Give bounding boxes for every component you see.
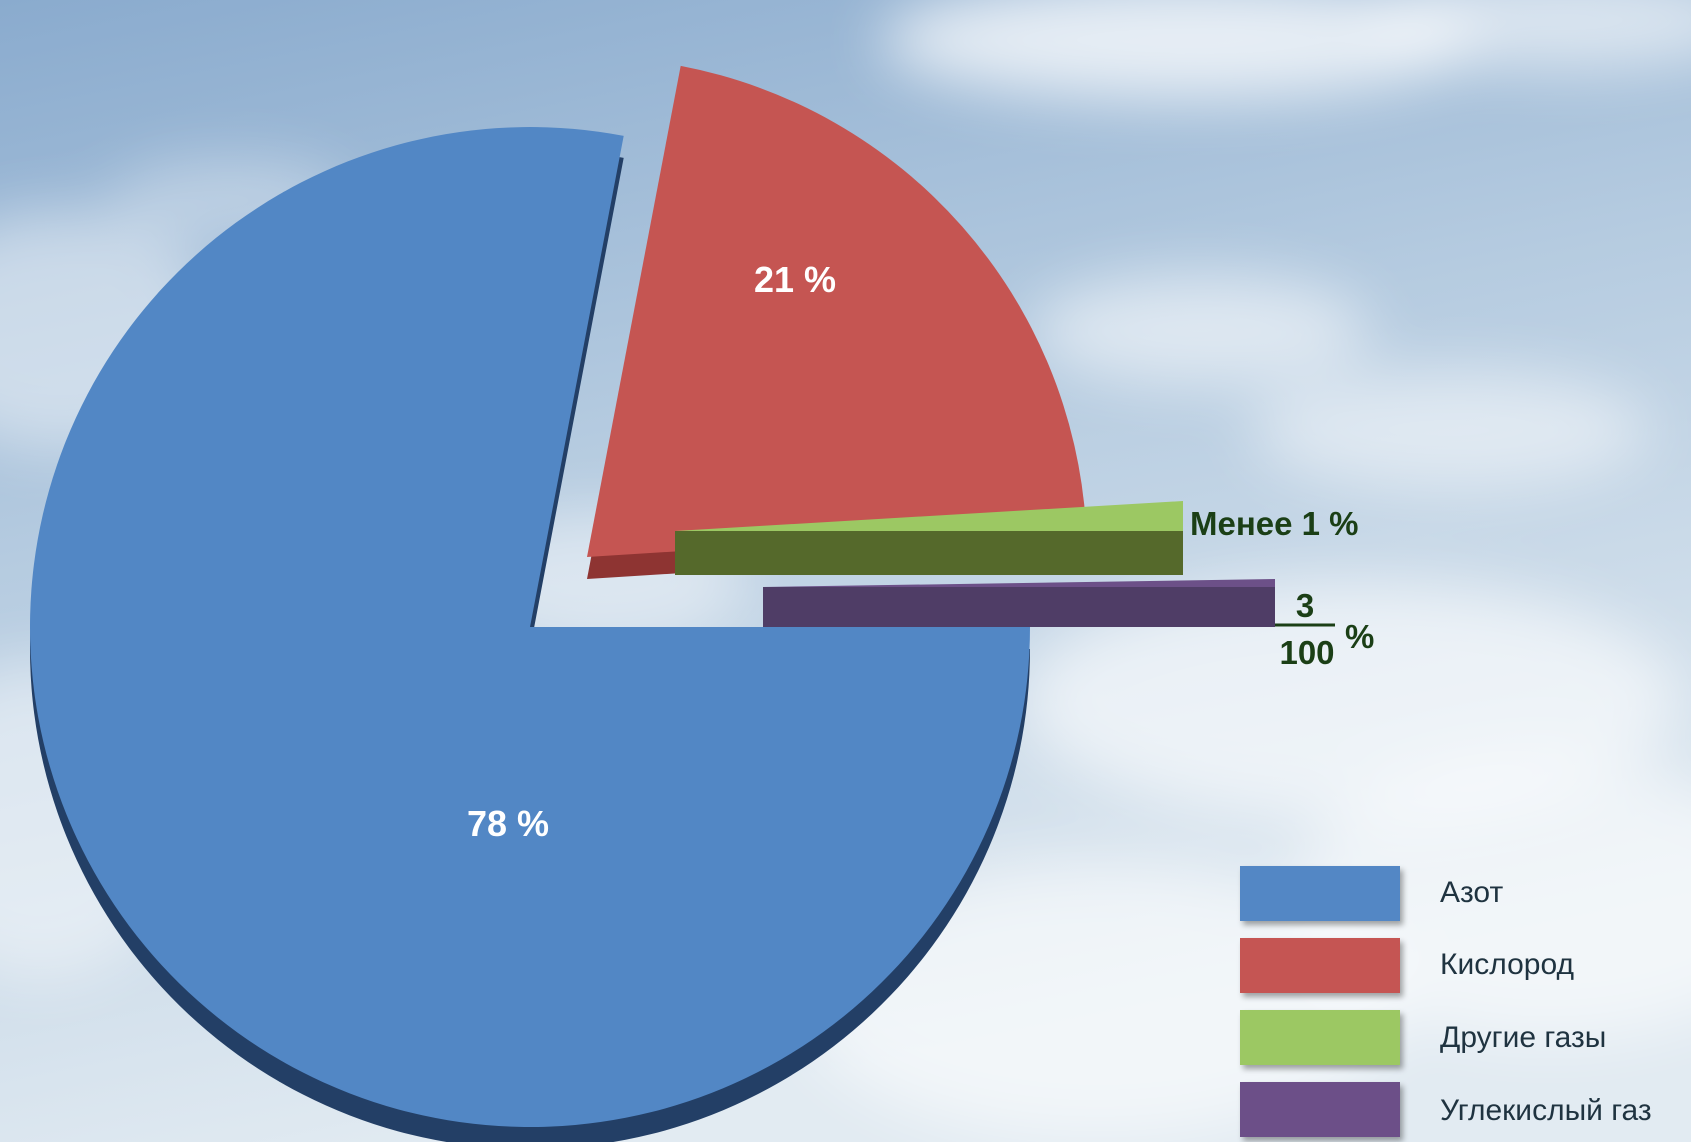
slice-other-gases [675,501,1183,575]
slice-other-gases-top [675,501,1183,531]
legend-label-nitrogen: Азот [1440,876,1503,909]
label-oxygen: 21 % [754,259,836,300]
legend-item-other-gases: Другие газы [1240,1010,1606,1065]
label-carbon-dioxide-suffix: % [1345,618,1374,655]
label-carbon-dioxide-numerator: 3 [1296,587,1314,624]
label-carbon-dioxide-denominator: 100 [1279,634,1334,671]
slice-carbon-dioxide [763,579,1275,627]
slice-carbon-dioxide-side [763,587,1275,627]
slice-carbon-dioxide-top [763,579,1275,587]
legend-item-carbon-dioxide: Углекислый газ [1240,1082,1652,1137]
legend-item-nitrogen: Азот [1240,866,1503,921]
slice-other-gases-side [675,531,1183,575]
label-other-gases: Менее 1 % [1190,505,1359,542]
legend-swatch-oxygen [1240,938,1400,993]
slice-oxygen [587,65,1086,580]
slice-nitrogen-top [30,127,1030,1128]
legend-swatch-other-gases [1240,1010,1400,1065]
label-carbon-dioxide: 3 100 % [1275,587,1374,671]
legend-swatch-carbon-dioxide [1240,1082,1400,1137]
legend-swatch-nitrogen [1240,866,1400,921]
legend: Азот Кислород Другие газы Углекислый газ [1240,866,1652,1137]
legend-label-other-gases: Другие газы [1440,1021,1606,1054]
slice-nitrogen [30,127,1030,1142]
legend-label-carbon-dioxide: Углекислый газ [1440,1094,1652,1127]
legend-label-oxygen: Кислород [1440,948,1574,981]
label-nitrogen: 78 % [467,803,549,844]
slice-oxygen-top [587,65,1086,558]
legend-item-oxygen: Кислород [1240,938,1574,993]
